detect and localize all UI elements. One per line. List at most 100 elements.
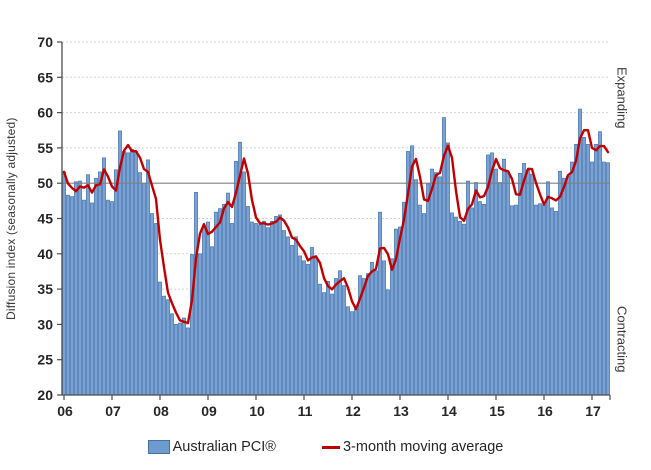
x-tick-label: 08 [153,403,169,419]
pci-bar [294,236,298,396]
pci-bar [286,236,290,396]
x-tick-label: 11 [298,403,313,419]
pci-bar [538,203,542,396]
y-tick-label: 70 [37,34,53,50]
pci-bar [338,270,342,396]
pci-bar [270,220,274,396]
pci-bar [506,171,510,396]
y-tick-label: 35 [37,281,53,297]
pci-bar [602,161,606,396]
y-axis-title: Diffusion index (seasonally adjusted) [4,117,18,320]
pci-bar [414,179,418,396]
pci-bar [562,177,566,396]
pci-bar [458,220,462,396]
pci-bar [70,196,74,396]
pci-bar-swatch-icon [147,440,170,454]
y-tick-label: 45 [37,211,53,227]
pci-bar [102,157,106,396]
x-tick-label: 09 [201,403,217,419]
pci-bar [306,264,310,396]
pci-bar [326,280,330,396]
pci-bar [218,208,222,396]
pci-bar [198,253,202,396]
pci-bar [542,204,546,396]
pci-bar [322,292,326,396]
pci-bar [398,226,402,396]
pci-bar [474,182,478,396]
pci-bar [494,168,498,396]
pci-bar [314,256,318,396]
pci-bar [210,246,214,396]
pci-bar [290,244,294,396]
pci-bar [86,174,90,396]
pci-bar [142,182,146,396]
pci-bar [402,201,406,396]
x-tick-label: 06 [57,403,73,419]
legend-item-moving-average: 3-month moving average [321,439,504,455]
legend-label-pci: Australian PCI® [172,439,276,455]
pci-bar [498,182,502,396]
pci-bar [310,247,314,396]
pci-bar [578,108,582,396]
pci-bar [126,152,130,396]
pci-bar [446,142,450,396]
y-tick-label: 55 [37,140,53,156]
pci-bar [554,211,558,396]
pci-bar [242,171,246,396]
pci-bar [266,227,270,396]
pci-bar [258,224,262,396]
x-tick-label: 10 [249,403,265,419]
pci-bar [550,207,554,396]
pci-bar [106,199,110,396]
pci-bar [122,151,126,396]
pci-bar [382,260,386,396]
pci-bar [246,206,250,396]
pci-bar [90,202,94,396]
pci-bar [530,173,534,396]
pci-bar [606,162,610,396]
pci-bar [558,170,562,396]
pci-bar [154,223,158,396]
pci-bar [574,144,578,396]
pci-bar [178,322,182,396]
legend-label-moving-average: 3-month moving average [342,439,504,455]
y-tick-label: 25 [37,352,53,368]
pci-bar [594,144,598,396]
pci-bar [302,260,306,396]
pci-bar [566,175,570,396]
pci-bar [598,131,602,396]
pci-bar [418,204,422,396]
pci-bar [202,225,206,396]
pci-bar [262,220,266,396]
x-tick-label: 13 [393,403,409,419]
pci-bar [98,171,102,396]
pci-bar [510,205,514,396]
pci-bar [534,204,538,396]
pci-bar [74,181,78,396]
pci-bar [390,258,394,396]
pci-bar [450,212,454,396]
pci-bar [66,194,70,396]
pci-bar [502,158,506,396]
pci-bar [278,214,282,396]
pci-bar [226,192,230,396]
y-tick-label: 60 [37,105,53,121]
x-tick-label: 07 [105,403,121,419]
pci-bar [350,311,354,396]
pci-bar [186,327,190,396]
pci-bar [138,172,142,396]
pci-bar [114,169,118,396]
y-tick-label: 40 [37,246,53,262]
pci-bar [62,171,66,396]
pci-bar [230,223,234,396]
pci-bar [206,221,210,396]
pci-bar [362,278,366,396]
pci-bar [334,278,338,396]
pci-bar [526,169,530,396]
pci-bar [434,172,438,396]
pci-bar [470,207,474,396]
x-tick-label: 14 [441,403,457,419]
pci-bar [110,201,114,396]
pci-bar [222,204,226,396]
expanding-annotation: Expanding [614,67,630,129]
